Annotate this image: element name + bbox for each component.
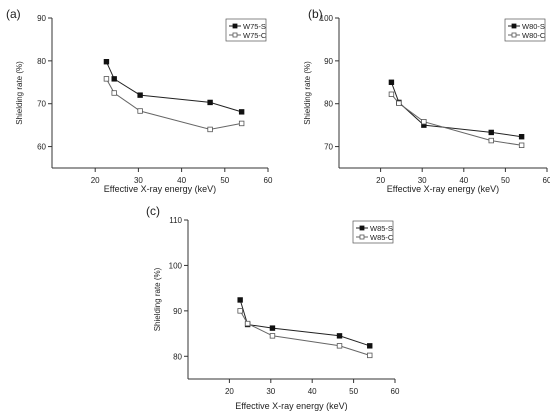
data-point-W75-C xyxy=(238,120,245,127)
x-tick-label: 40 xyxy=(459,176,468,185)
y-tick-label: 110 xyxy=(169,216,182,225)
y-tick-label: 70 xyxy=(37,100,46,109)
x-axis-label: Effective X-ray energy (keV) xyxy=(104,184,216,194)
chart-panel-1: (b) 20 30 40 50 60 70 80 90 100 Effective X-ray en… xyxy=(303,7,550,194)
data-point-W80-C xyxy=(396,100,402,106)
legend-label: W80-S xyxy=(522,22,545,31)
data-point-W75-C xyxy=(137,108,143,114)
data-point-W85-S xyxy=(237,297,243,303)
x-tick-label: 40 xyxy=(177,176,186,185)
x-tick-label: 50 xyxy=(220,176,229,185)
y-tick-label: 100 xyxy=(320,14,334,23)
legend-marker xyxy=(232,23,238,29)
chart-panel-2: (c) 20 30 40 50 60 80 90 100 110 Effective X-ray e… xyxy=(146,204,400,411)
y-axis-label: Shielding rate (%) xyxy=(15,61,24,125)
data-point-W75-C xyxy=(207,126,213,133)
data-point-W75-S xyxy=(111,76,117,82)
y-tick-label: 90 xyxy=(324,57,333,66)
legend-marker xyxy=(232,32,238,38)
data-point-W75-C xyxy=(111,90,117,96)
data-point-W80-S xyxy=(488,129,494,136)
x-tick-label: 40 xyxy=(308,387,317,396)
legend-marker xyxy=(359,234,365,240)
series-line-W80-C xyxy=(391,93,522,146)
data-point-W85-C xyxy=(269,333,276,339)
y-axis-label: Shielding rate (%) xyxy=(303,61,312,125)
data-point-W75-C xyxy=(103,76,110,82)
panel-label: (a) xyxy=(6,7,21,21)
legend-label: W85-S xyxy=(370,224,393,233)
y-tick-label: 80 xyxy=(37,57,46,66)
x-axis-label: Effective X-ray energy (keV) xyxy=(387,184,499,194)
x-tick-label: 50 xyxy=(349,387,358,396)
x-tick-label: 20 xyxy=(225,387,234,396)
x-tick-label: 50 xyxy=(501,176,510,185)
series-line-W85-S xyxy=(239,299,370,347)
legend-label: W75-C xyxy=(243,31,267,40)
series-line-W85-C xyxy=(239,310,370,356)
legend-marker xyxy=(511,32,517,38)
data-point-W75-S xyxy=(238,109,245,115)
data-point-W80-C xyxy=(421,119,427,125)
data-point-W85-C xyxy=(244,320,251,327)
y-tick-label: 100 xyxy=(169,261,183,270)
data-point-W85-S xyxy=(336,333,343,339)
legend-marker xyxy=(359,225,365,231)
data-point-W80-S xyxy=(388,79,395,85)
legend-label: W80-C xyxy=(522,31,546,40)
y-tick-label: 70 xyxy=(324,143,333,152)
data-point-W75-S xyxy=(137,92,143,98)
y-tick-label: 90 xyxy=(173,307,182,316)
data-point-W80-S xyxy=(518,134,525,140)
data-point-W75-S xyxy=(207,99,213,106)
x-tick-label: 20 xyxy=(376,176,385,185)
data-point-W85-C xyxy=(237,308,243,314)
data-point-W85-S xyxy=(367,343,373,349)
panel-label: (b) xyxy=(308,7,323,21)
y-tick-label: 80 xyxy=(324,100,333,109)
series-line-W80-S xyxy=(390,82,522,138)
series-line-W75-S xyxy=(105,61,242,113)
data-point-W85-C xyxy=(336,343,343,349)
x-tick-label: 30 xyxy=(266,387,275,396)
x-tick-label: 30 xyxy=(418,176,427,185)
x-tick-label: 30 xyxy=(134,176,143,185)
y-tick-label: 60 xyxy=(37,143,46,152)
data-point-W85-S xyxy=(269,325,276,331)
legend-label: W85-C xyxy=(370,233,394,242)
x-tick-label: 20 xyxy=(91,176,100,185)
legend-label: W75-S xyxy=(243,22,266,31)
x-tick-label: 60 xyxy=(391,387,400,396)
x-axis-label: Effective X-ray energy (keV) xyxy=(235,401,347,411)
y-tick-label: 80 xyxy=(173,352,182,361)
y-tick-label: 90 xyxy=(37,14,46,23)
data-point-W80-C xyxy=(488,137,494,144)
data-point-W80-C xyxy=(518,142,525,148)
panel-label: (c) xyxy=(146,204,160,218)
y-axis-label: Shielding rate (%) xyxy=(153,267,162,331)
data-point-W75-S xyxy=(103,59,110,65)
chart-panel-0: (a) 20 30 40 50 60 60 70 80 90 Effective X-ray ene… xyxy=(6,7,273,194)
x-tick-label: 60 xyxy=(264,176,273,185)
data-point-W85-C xyxy=(367,352,373,359)
x-tick-label: 60 xyxy=(543,176,550,185)
legend-marker xyxy=(511,23,517,29)
data-point-W80-C xyxy=(388,91,395,97)
